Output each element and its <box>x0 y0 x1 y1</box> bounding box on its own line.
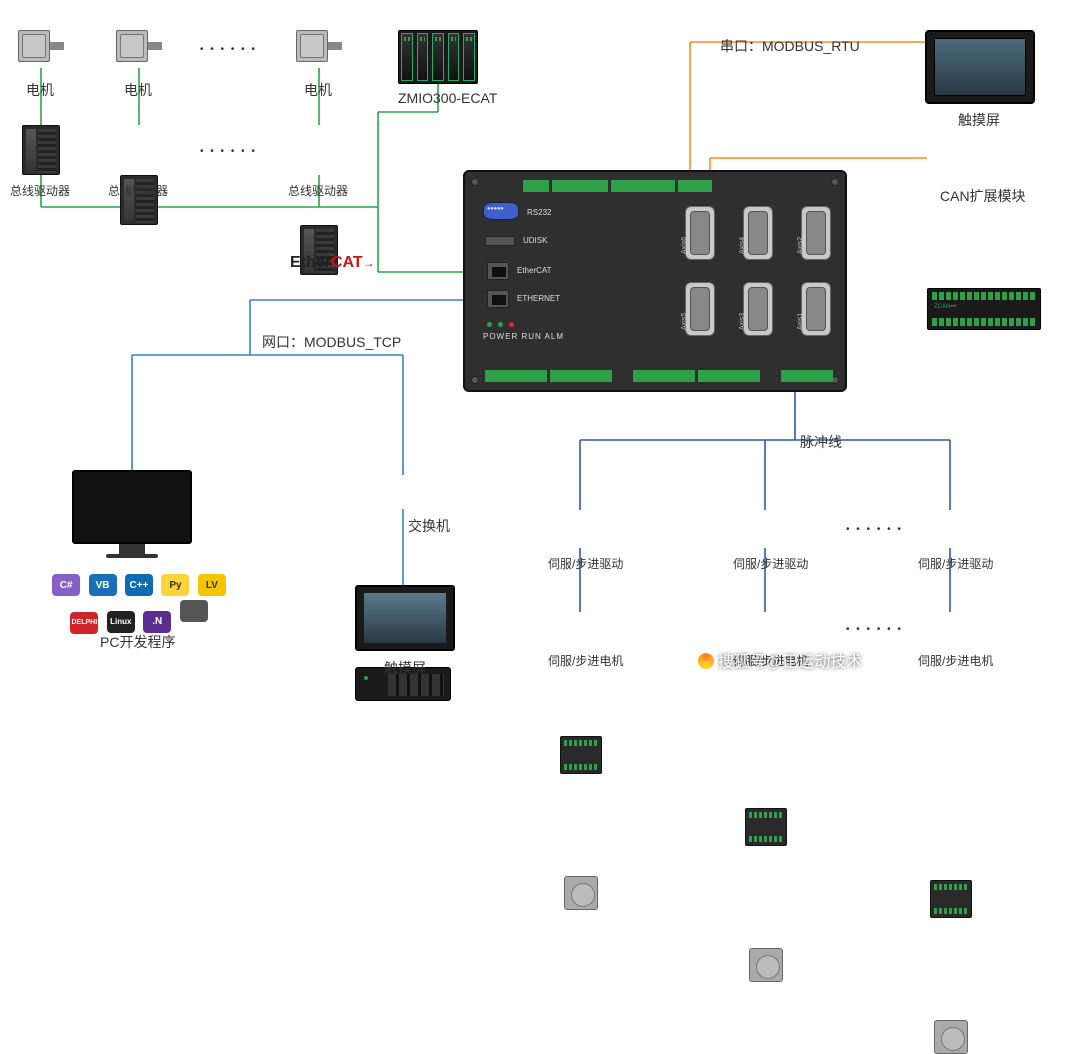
motor-1 <box>18 30 64 68</box>
servo-drive-1 <box>560 736 602 774</box>
servo-drive-2 <box>745 808 787 846</box>
bus-driver-1 <box>22 125 60 175</box>
axis1-port <box>801 282 831 336</box>
badge-labview: LV <box>198 574 226 596</box>
hmi-tcp <box>355 585 455 651</box>
motor-label-2: 电机 <box>124 80 152 100</box>
can-module: ZCAN••• <box>927 288 1041 330</box>
motion-controller: RS232 UDISK EtherCAT ETHERNET POWER RUN … <box>463 170 847 392</box>
servo-drive-label-1: 伺服/步进驱动 <box>548 555 623 572</box>
bus-driver-label-3: 总线驱动器 <box>288 182 348 199</box>
ethercat-port <box>487 262 509 280</box>
udisk-port <box>485 236 515 246</box>
badge-linux: Linux <box>107 611 135 633</box>
badge-cpp: C++ <box>125 574 153 596</box>
ethernet-port <box>487 290 509 308</box>
motor-label-1: 电机 <box>26 80 54 100</box>
rs232-port <box>483 202 519 220</box>
hmi-serial <box>925 30 1035 104</box>
bus-driver-label-2: 总线驱动器 <box>108 182 168 199</box>
axis1-label: Axis1 <box>797 313 804 330</box>
serial-port-label: 串口：MODBUS_RTU <box>720 36 860 56</box>
udisk-label: UDISK <box>523 236 547 245</box>
pulse-line-label: 脉冲线 <box>800 432 842 452</box>
badge-delphi: DELPHI <box>70 612 98 634</box>
ellipsis-servo-drv: • • • • • • <box>846 524 903 535</box>
axis2-port <box>801 206 831 260</box>
motor-n <box>296 30 342 68</box>
axis6-label: Axis6 <box>681 237 688 254</box>
servo-drive-n <box>930 880 972 918</box>
pc-monitor <box>72 470 192 560</box>
axis3-label: Axis3 <box>739 313 746 330</box>
leds-label: POWER RUN ALM <box>483 332 564 341</box>
badge-csharp: C# <box>52 574 80 596</box>
switch-label: 交换机 <box>408 516 450 536</box>
lang-badges: C# VB C++ Py LV DELPHI Linux .N <box>34 572 244 636</box>
axis4-port <box>743 206 773 260</box>
axis2-label: Axis2 <box>797 237 804 254</box>
badge-dotnet: .N <box>143 611 171 633</box>
hmi-serial-label: 触摸屏 <box>958 110 1000 130</box>
ellipsis-servo-motor: • • • • • • <box>846 624 903 635</box>
ellipsis-drivers: • • • • • • <box>200 146 257 157</box>
axis4-label: Axis4 <box>739 237 746 254</box>
servo-drive-label-2: 伺服/步进驱动 <box>733 555 808 572</box>
servo-motor-n <box>934 1020 968 1054</box>
zmio-label: ZMIO300-ECAT <box>398 90 497 106</box>
servo-motor-label-2: 伺服/步进电机 <box>733 652 808 669</box>
badge-python: Py <box>161 574 189 596</box>
zmio-module <box>398 30 478 84</box>
motor-2 <box>116 30 162 68</box>
servo-motor-label-1: 伺服/步进电机 <box>548 652 623 669</box>
hmi-tcp-label: 触摸屏 <box>384 658 426 678</box>
servo-motor-label-n: 伺服/步进电机 <box>918 652 993 669</box>
servo-drive-label-n: 伺服/步进驱动 <box>918 555 993 572</box>
servo-motor-1 <box>564 876 598 910</box>
badge-vb: VB <box>89 574 117 596</box>
ethernet-port-label: 网口：MODBUS_TCP <box>262 332 401 352</box>
axis3-port <box>743 282 773 336</box>
bus-driver-label-1: 总线驱动器 <box>10 182 70 199</box>
axis5-label: Axis5 <box>681 313 688 330</box>
ethercat-logo: EtherCAT→ <box>290 254 375 272</box>
status-leds <box>487 322 537 328</box>
can-label: CAN扩展模块 <box>940 186 1026 206</box>
ethernet-port-label-ctrl: ETHERNET <box>517 294 560 303</box>
ellipsis-motors: • • • • • • <box>200 44 257 55</box>
badge-apple <box>180 600 208 622</box>
ethercat-port-label: EtherCAT <box>517 266 552 275</box>
axis6-port <box>685 206 715 260</box>
rs232-label: RS232 <box>527 208 551 217</box>
axis5-port <box>685 282 715 336</box>
servo-motor-2 <box>749 948 783 982</box>
pc-dev-label: PC开发程序 <box>100 632 175 652</box>
motor-label-3: 电机 <box>304 80 332 100</box>
